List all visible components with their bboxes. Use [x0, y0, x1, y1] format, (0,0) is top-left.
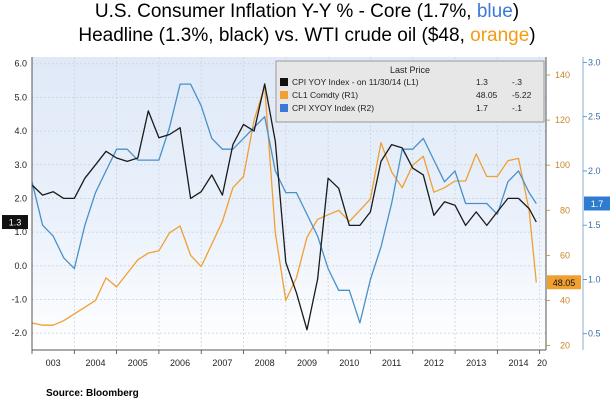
legend-label-headline: CPI YOY Index - on 11/30/14 (L1) [292, 77, 419, 87]
x-tick-label: 2005 [128, 358, 148, 368]
left-tick-label: 4.0 [14, 126, 27, 136]
x-tick-label: 2008 [255, 358, 275, 368]
oil-axis-label: 100 [555, 160, 570, 170]
headline-cpi-line [31, 83, 537, 331]
oil-value-tag [547, 275, 581, 290]
legend-change-oil: -5.22 [512, 90, 532, 100]
oil-price-line [31, 85, 537, 326]
legend-swatch-headline [280, 78, 288, 86]
title-word-orange: orange [470, 25, 530, 46]
legend-last-oil: 48.05 [476, 90, 498, 100]
legend-last-headline: 1.3 [476, 77, 488, 87]
x-tick-label: 2010 [339, 358, 359, 368]
oil-value-tag-text: 48.05 [553, 278, 576, 288]
legend: Last Price CPI YOY Index - on 11/30/14 (… [275, 60, 545, 123]
oil-axis-label: 40 [560, 295, 570, 305]
left-tick-label: 3.0 [14, 160, 27, 170]
core-value-tag [584, 196, 610, 211]
left-tick-label: 5.0 [14, 92, 27, 102]
core-axis-label: 2.5 [588, 112, 601, 122]
x-tick-label: 2004 [85, 358, 105, 368]
left-tick-label: -1.0 [11, 294, 27, 304]
x-tick-label: 2014 [508, 358, 528, 368]
x-tick-label: 2006 [170, 358, 190, 368]
legend-change-headline: -.3 [512, 77, 522, 87]
title-line-1-text: U.S. Consumer Inflation Y-Y % - Core (1.… [94, 1, 477, 22]
legend-label-core: CPI XYOY Index (R2) [292, 103, 374, 113]
chart-title-line-1: U.S. Consumer Inflation Y-Y % - Core (1.… [0, 0, 614, 24]
legend-swatch-core [280, 104, 288, 112]
source-note: Source: Bloomberg [46, 388, 139, 399]
core-axis-label: 3.0 [588, 57, 601, 67]
axes-layer: 6.0 5.0 4.0 3.0 2.0 1.0 0.0 -1.0 -2.0 003 2004 2005… [11, 57, 601, 368]
legend-header: Last Price [390, 65, 430, 75]
legend-label-oil: CL1 Comdty (R1) [292, 90, 358, 100]
oil-axis-label: 60 [560, 250, 570, 260]
x-tick-label: 20 [537, 358, 547, 368]
x-tick-label: 2007 [212, 358, 232, 368]
left-tick-label: 1.0 [14, 227, 27, 237]
headline-value-tag-text: 1.3 [9, 218, 22, 228]
left-tick-label: 2.0 [14, 193, 27, 203]
left-tick-label: 0.0 [14, 261, 27, 271]
inflation-oil-chart: 6.0 5.0 4.0 3.0 2.0 1.0 0.0 -1.0 -2.0 003 2004 2005… [2, 57, 610, 368]
x-tick-label: 003 [46, 358, 61, 368]
left-tick-label: 6.0 [14, 59, 27, 69]
x-tick-label: 2012 [424, 358, 444, 368]
x-tick-label: 2011 [382, 358, 401, 368]
title-line-2-text: Headline (1.3%, black) vs. WTI crude oil… [78, 25, 471, 46]
left-tick-label: -2.0 [11, 328, 27, 338]
legend-last-core: 1.7 [476, 103, 488, 113]
legend-box [275, 60, 545, 123]
oil-axis-label: 80 [560, 205, 570, 215]
series-layer [31, 83, 537, 331]
title-line-1-end: ) [512, 1, 520, 22]
oil-axis-label: 120 [555, 115, 570, 125]
x-tick-label: 2013 [466, 358, 486, 368]
core-value-tag-text: 1.7 [591, 199, 604, 209]
core-axis-label: 1.5 [588, 220, 601, 230]
title-line-2-end: ) [529, 25, 536, 46]
core-axis-label: 0.5 [588, 329, 601, 339]
core-cpi-line [31, 83, 537, 324]
core-axis-label: 1.0 [588, 274, 601, 284]
oil-axis-label: 140 [555, 70, 570, 80]
legend-change-core: -.1 [512, 103, 522, 113]
oil-axis-label: 20 [560, 340, 570, 350]
chart-title-line-2: Headline (1.3%, black) vs. WTI crude oil… [0, 24, 614, 48]
core-axis-label: 2.0 [588, 166, 601, 176]
legend-swatch-oil [280, 91, 288, 99]
title-word-blue: blue [476, 1, 513, 22]
headline-value-tag [2, 215, 28, 230]
x-tick-label: 2009 [297, 358, 317, 368]
end-value-tags: 1.3 48.05 1.7 [2, 196, 610, 290]
